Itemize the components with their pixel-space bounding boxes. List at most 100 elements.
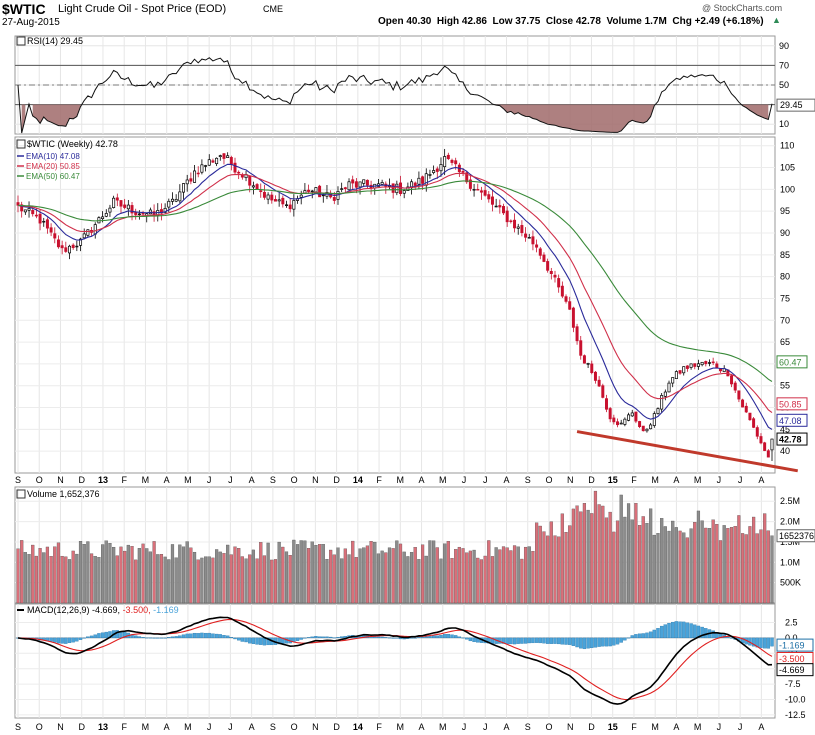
candle-body	[498, 205, 502, 208]
x-tick-label: M	[184, 475, 192, 485]
candle-body	[575, 326, 579, 342]
ema50-last-label: 60.47	[779, 357, 802, 367]
volume-bar	[185, 541, 189, 604]
macd-hist-bar	[461, 637, 465, 639]
volume-bar	[97, 557, 101, 604]
candle-body	[546, 261, 550, 271]
chart-header: $WTIC Light Crude Oil - Spot Price (EOD)…	[0, 0, 815, 30]
macd-hist-bar	[531, 637, 535, 644]
candle-body	[251, 185, 255, 188]
macd-hist-bar	[310, 636, 314, 639]
volume-bar	[237, 548, 241, 604]
hist-value: -1.169	[153, 605, 179, 615]
candle-body	[593, 371, 597, 381]
macd-hist-bar	[299, 637, 303, 640]
volume-bar	[145, 548, 149, 604]
macd-hist-bar	[82, 637, 86, 639]
macd-hist-bar	[222, 635, 226, 639]
candle-body	[75, 245, 79, 248]
macd-hist-bar	[167, 637, 171, 639]
macd-hist-bar	[542, 637, 546, 644]
volume-bar	[501, 546, 506, 604]
candle-body	[259, 190, 263, 193]
macd-hist-bar	[60, 637, 64, 644]
candle-body	[281, 197, 285, 205]
candle-body	[766, 450, 770, 458]
volume-bar	[645, 523, 649, 604]
macd-hist-bar	[240, 637, 245, 642]
price-checkbox-icon	[16, 139, 26, 149]
volume-bar	[718, 540, 723, 604]
volume-bar	[623, 516, 627, 604]
volume-bar	[671, 520, 675, 604]
candle-body	[719, 368, 722, 372]
volume-bar	[373, 541, 377, 604]
macd-hist-bar	[516, 637, 520, 644]
candle-body	[362, 179, 366, 184]
x-tick-label: J	[228, 475, 233, 485]
macd-hist-bar	[71, 637, 75, 643]
volume-bar	[615, 520, 620, 604]
volume-bar	[689, 528, 693, 604]
volume-bar	[704, 527, 708, 604]
volume-bar	[487, 540, 491, 604]
volume-bar	[604, 517, 609, 604]
x-tick-label: 13	[98, 722, 108, 732]
volume-bar	[696, 510, 701, 604]
candle-body	[204, 165, 208, 167]
candle-body	[557, 278, 561, 288]
x-tick-label: A	[673, 722, 679, 732]
candle-body	[660, 395, 664, 410]
candle-body	[79, 238, 83, 246]
candle-body	[248, 175, 252, 186]
x-tick-label: O	[36, 722, 43, 732]
x-tick-label: F	[121, 722, 127, 732]
candle-body	[428, 174, 432, 176]
macd-hist-bar	[523, 637, 528, 644]
macd-hist-bar	[181, 634, 186, 639]
x-tick-label: S	[525, 475, 531, 485]
candle-body	[288, 204, 292, 210]
volume-bar	[53, 546, 57, 604]
macd-hist-bar	[667, 622, 671, 639]
candle-body	[351, 179, 355, 184]
macd-hist-bar	[678, 621, 682, 639]
volume-bar	[729, 527, 734, 604]
macd-hist-bar	[115, 630, 119, 639]
volume-bar	[178, 544, 182, 604]
volume-bar	[549, 521, 553, 604]
volume-bar	[273, 559, 278, 604]
candle-body	[215, 157, 219, 165]
volume-bar	[284, 551, 289, 604]
x-tick-label: D	[78, 475, 85, 485]
candle-body	[218, 155, 222, 158]
candle-body	[134, 211, 138, 215]
volume-bar	[457, 546, 461, 604]
x-tick-label: J	[738, 722, 743, 732]
volume-bar	[336, 547, 340, 604]
volume-bar	[148, 551, 152, 604]
macd-hist-bar	[78, 637, 83, 640]
macd-hist-bar	[97, 633, 101, 639]
x-tick-label: F	[121, 475, 127, 485]
candle-body	[432, 170, 436, 173]
volume-bar	[207, 556, 211, 604]
volume-bar	[215, 549, 219, 604]
candle-body	[163, 207, 167, 213]
signal-last-label: -3.500	[779, 654, 805, 664]
candle-body	[597, 379, 601, 387]
rsi-tick-label: 50	[779, 80, 789, 90]
volume-bar	[601, 505, 605, 604]
macd-hist-bar	[192, 632, 197, 639]
volume-bar	[546, 535, 550, 604]
macd-hist-bar	[671, 621, 675, 639]
volume-bar	[707, 528, 712, 604]
x-tick-label: N	[57, 475, 64, 485]
macd-hist-bar	[450, 634, 454, 639]
macd-hist-bar	[549, 637, 554, 644]
macd-hist-bar	[266, 637, 270, 646]
x-tick-label: 15	[608, 475, 618, 485]
macd-hist-bar	[457, 636, 462, 639]
candle-body	[174, 198, 178, 202]
price-stats: Open 40.30 High 42.86 Low 37.75 Close 42…	[378, 16, 764, 27]
